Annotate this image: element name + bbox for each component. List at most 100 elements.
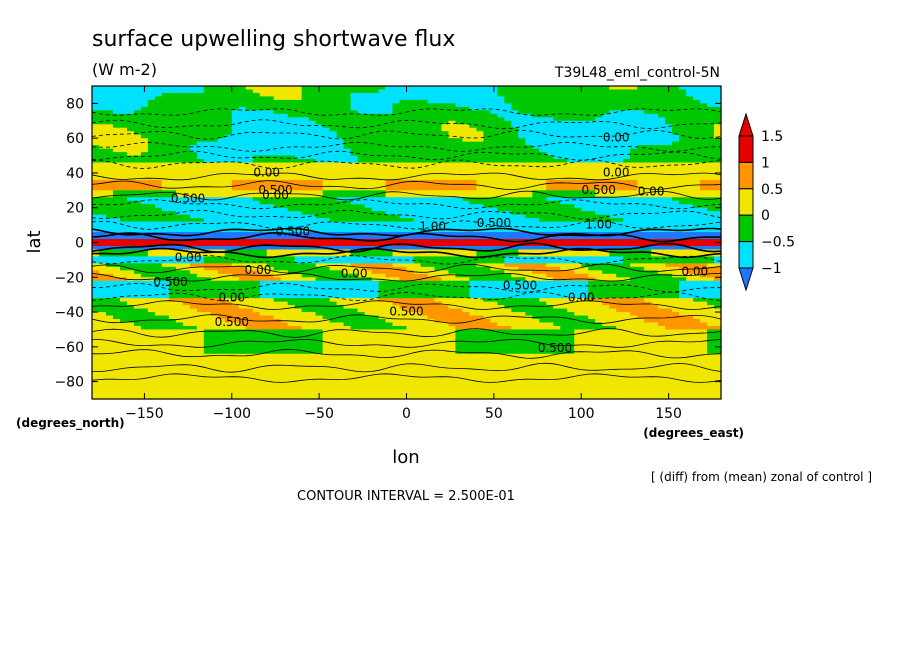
heatmap-cell (287, 138, 296, 143)
heatmap-cell (672, 131, 680, 136)
heatmap-cell (322, 134, 331, 139)
heatmap-cell (714, 218, 722, 223)
heatmap-cell (287, 99, 296, 104)
heatmap-cell (329, 99, 338, 104)
heatmap-cell (560, 179, 568, 184)
heatmap-cell (672, 273, 680, 278)
heatmap-cell (490, 169, 498, 174)
heatmap-cell (175, 117, 184, 122)
heatmap-cell (644, 124, 652, 129)
heatmap-cell (504, 183, 512, 188)
heatmap-cell (343, 110, 352, 115)
heatmap-cell (259, 225, 268, 230)
heatmap-cell (630, 228, 638, 233)
heatmap-cell (462, 155, 470, 160)
heatmap-cell (406, 266, 415, 271)
heatmap-cell (245, 249, 254, 254)
heatmap-cell (455, 256, 464, 261)
heatmap-cell (280, 155, 289, 160)
heatmap-cell (378, 218, 387, 223)
heatmap-cell (273, 131, 282, 136)
heatmap-cell (539, 221, 547, 226)
heatmap-cell (161, 162, 170, 167)
heatmap-cell (679, 148, 687, 153)
heatmap-cell (567, 155, 575, 160)
heatmap-cell (455, 232, 464, 237)
heatmap-cell (574, 252, 582, 258)
heatmap-cell (532, 86, 540, 91)
heatmap-cell (126, 106, 135, 111)
heatmap-cell (637, 159, 645, 164)
heatmap-cell (357, 235, 366, 240)
heatmap-cell (280, 176, 289, 181)
heatmap-cell (497, 179, 505, 184)
heatmap-cell (462, 179, 470, 184)
heatmap-cell (203, 242, 212, 247)
heatmap-cell (203, 89, 212, 94)
heatmap-cell (539, 127, 547, 132)
heatmap-cell (210, 193, 219, 198)
heatmap-cell (217, 242, 226, 247)
heatmap-cell (224, 193, 233, 198)
heatmap-cell (273, 232, 282, 237)
heatmap-cell (616, 252, 624, 258)
heatmap-cell (630, 218, 638, 223)
heatmap-cell (259, 141, 268, 146)
heatmap-cell (245, 200, 254, 205)
heatmap-cell (301, 200, 310, 205)
heatmap-cell (378, 145, 387, 150)
heatmap-cell (336, 235, 345, 240)
heatmap-cell (203, 235, 212, 240)
heatmap-cell (469, 86, 477, 91)
heatmap-cell (399, 252, 408, 258)
heatmap-cell (560, 155, 568, 160)
heatmap-cell (693, 214, 701, 219)
heatmap-cell (392, 152, 401, 157)
heatmap-cell (210, 131, 219, 136)
heatmap-cell (322, 225, 331, 230)
heatmap-cell (203, 141, 212, 146)
heatmap-cell (651, 218, 659, 223)
heatmap-cell (637, 99, 645, 104)
heatmap-cell (357, 162, 366, 167)
heatmap-cell (560, 113, 568, 118)
heatmap-cell (133, 89, 142, 94)
heatmap-cell (308, 256, 317, 261)
heatmap-cell (616, 211, 624, 216)
heatmap-cell (623, 221, 631, 226)
heatmap-cell (602, 245, 610, 251)
heatmap-cell (364, 270, 373, 275)
heatmap-cell (616, 138, 624, 143)
heatmap-cell (336, 176, 345, 181)
heatmap-cell (441, 117, 450, 122)
heatmap-cell (210, 113, 219, 118)
heatmap-cell (392, 270, 401, 275)
heatmap-cell (693, 165, 701, 171)
heatmap-cell (378, 245, 387, 251)
heatmap-cell (476, 165, 484, 171)
heatmap-cell (336, 270, 345, 275)
heatmap-cell (392, 221, 401, 226)
heatmap-cell (266, 176, 275, 181)
heatmap-cell (273, 263, 282, 268)
heatmap-cell (630, 127, 638, 132)
heatmap-cell (175, 131, 184, 136)
heatmap-cell (252, 99, 261, 104)
heatmap-cell (504, 228, 512, 233)
heatmap-cell (224, 138, 233, 143)
heatmap-cell (441, 183, 450, 188)
heatmap-cell (504, 159, 512, 164)
heatmap-cell (238, 159, 247, 164)
heatmap-cell (273, 103, 282, 108)
heatmap-cell (476, 159, 484, 164)
heatmap-cell (553, 92, 561, 98)
heatmap-cell (462, 204, 470, 209)
heatmap-cell (98, 99, 107, 104)
heatmap-cell (560, 165, 568, 171)
heatmap-cell (329, 159, 338, 164)
heatmap-cell (553, 221, 561, 226)
heatmap-cell (336, 273, 345, 278)
heatmap-cell (644, 86, 652, 91)
heatmap-cell (294, 277, 303, 282)
heatmap-cell (336, 155, 345, 160)
